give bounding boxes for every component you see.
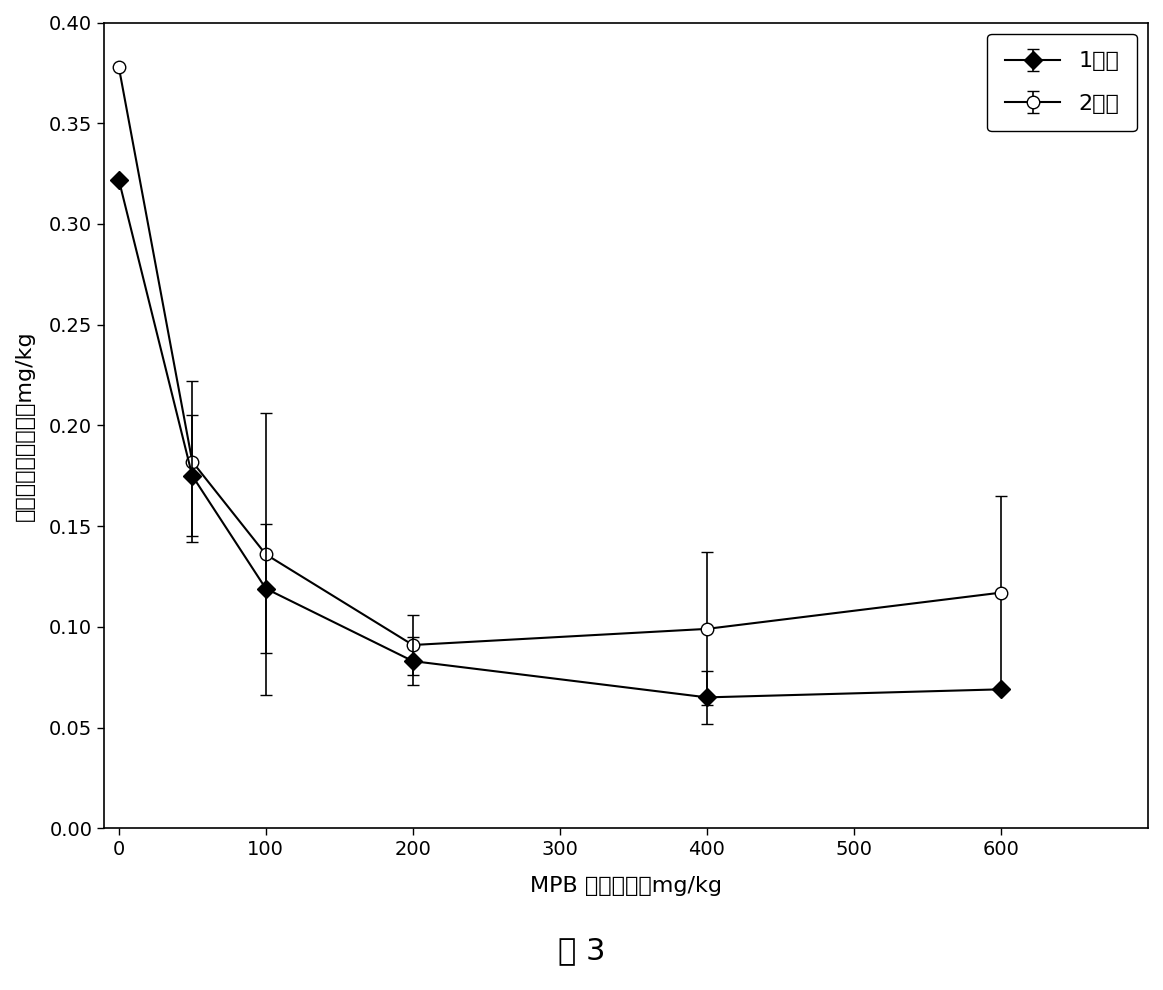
X-axis label: MPB 投加浓度，mg/kg: MPB 投加浓度，mg/kg: [530, 876, 722, 896]
Text: 图 3: 图 3: [558, 936, 605, 965]
Y-axis label: 胡萝卜肉中菲含量，mg/kg: 胡萝卜肉中菲含量，mg/kg: [15, 330, 35, 521]
Legend: 1号土, 2号土: 1号土, 2号土: [987, 34, 1137, 132]
